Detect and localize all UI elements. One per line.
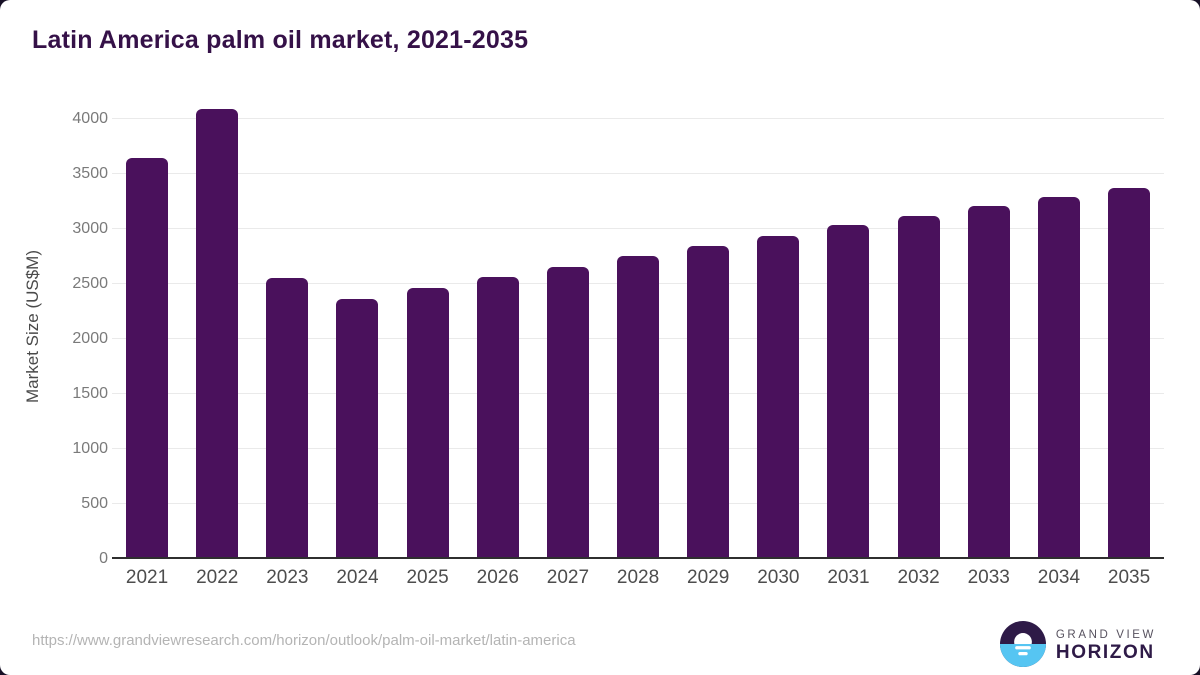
bar-2029 (687, 245, 730, 559)
bar-2028 (617, 255, 660, 559)
sun-horizon-icon (999, 621, 1046, 672)
x-tick-label: 2024 (336, 567, 379, 588)
x-tick-label: 2026 (476, 567, 519, 588)
bar-2026 (476, 276, 519, 559)
x-axis-line (112, 557, 1164, 559)
bar-2027 (546, 266, 589, 559)
bar-slot (533, 95, 603, 559)
x-tick-label: 2022 (196, 567, 239, 588)
x-tick-label: 2027 (546, 567, 590, 588)
x-tick-label: 2029 (687, 567, 730, 588)
x-tick-label: 2031 (827, 567, 870, 588)
bar-slot (884, 95, 954, 559)
bar-slot (393, 95, 463, 559)
x-tick-label: 2021 (125, 567, 169, 588)
gridline (112, 118, 1164, 119)
bar-2024 (336, 298, 379, 559)
bar-slot (954, 95, 1024, 559)
x-tick-label: 2028 (616, 567, 660, 588)
bar-slot (1024, 95, 1094, 559)
bar-2023 (266, 277, 309, 559)
x-axis-tick-labels: 2021 2022 2023 2024 2025 2026 2027 2028 2029 2030… (112, 567, 1164, 589)
bar-2022 (196, 108, 239, 559)
brand-name: GRAND VIEW HORIZON (1056, 629, 1156, 664)
x-tick-label: 2023 (266, 567, 309, 588)
x-tick-label: 2030 (757, 567, 800, 588)
x-tick-label: 2035 (1107, 567, 1151, 588)
bar-slot (322, 95, 392, 559)
y-tick-label: 0 (99, 550, 108, 567)
y-tick-label: 3000 (72, 220, 108, 237)
gridline (112, 173, 1164, 174)
plot-area (112, 95, 1164, 559)
bar-2030 (757, 235, 800, 559)
bar-2034 (1037, 197, 1080, 559)
bar-2032 (897, 215, 940, 559)
bar-slot (813, 95, 883, 559)
bars-layer (112, 95, 1164, 559)
brand-name-horizon: HORIZON (1055, 642, 1155, 664)
x-tick-label: 2025 (406, 567, 449, 588)
x-tick-label: 2034 (1037, 567, 1081, 588)
y-axis-tick-labels: 0 500 1000 1500 2000 2500 3000 3500 4000 (40, 95, 108, 567)
bar-slot (1094, 95, 1164, 559)
y-tick-label: 4000 (72, 110, 108, 127)
y-tick-label: 500 (81, 495, 108, 512)
bar-slot (252, 95, 322, 559)
bar-2021 (126, 158, 169, 559)
x-tick-label: 2032 (897, 567, 940, 588)
gridline (112, 228, 1164, 229)
bar-slot (112, 95, 182, 559)
bar-2035 (1108, 187, 1151, 559)
y-tick-label: 2500 (72, 275, 108, 292)
bar-slot (463, 95, 533, 559)
y-tick-label: 1500 (72, 385, 108, 402)
x-tick-label: 2033 (967, 567, 1010, 588)
brand-name-grand-view: GRAND VIEW (1055, 628, 1156, 641)
brand-logo: GRAND VIEW HORIZON (999, 621, 1156, 672)
page-title: Latin America palm oil market, 2021-2035 (32, 26, 529, 54)
bar-slot (673, 95, 743, 559)
bar-2025 (406, 287, 449, 559)
bar-2031 (827, 224, 870, 559)
bar-slot (743, 95, 813, 559)
source-url: https://www.grandviewresearch.com/horizo… (32, 632, 576, 649)
bar-slot (182, 95, 252, 559)
y-tick-label: 1000 (72, 440, 108, 457)
bar-slot (603, 95, 673, 559)
bar-2033 (967, 205, 1010, 559)
y-tick-label: 3500 (72, 165, 108, 182)
y-tick-label: 2000 (72, 330, 108, 347)
